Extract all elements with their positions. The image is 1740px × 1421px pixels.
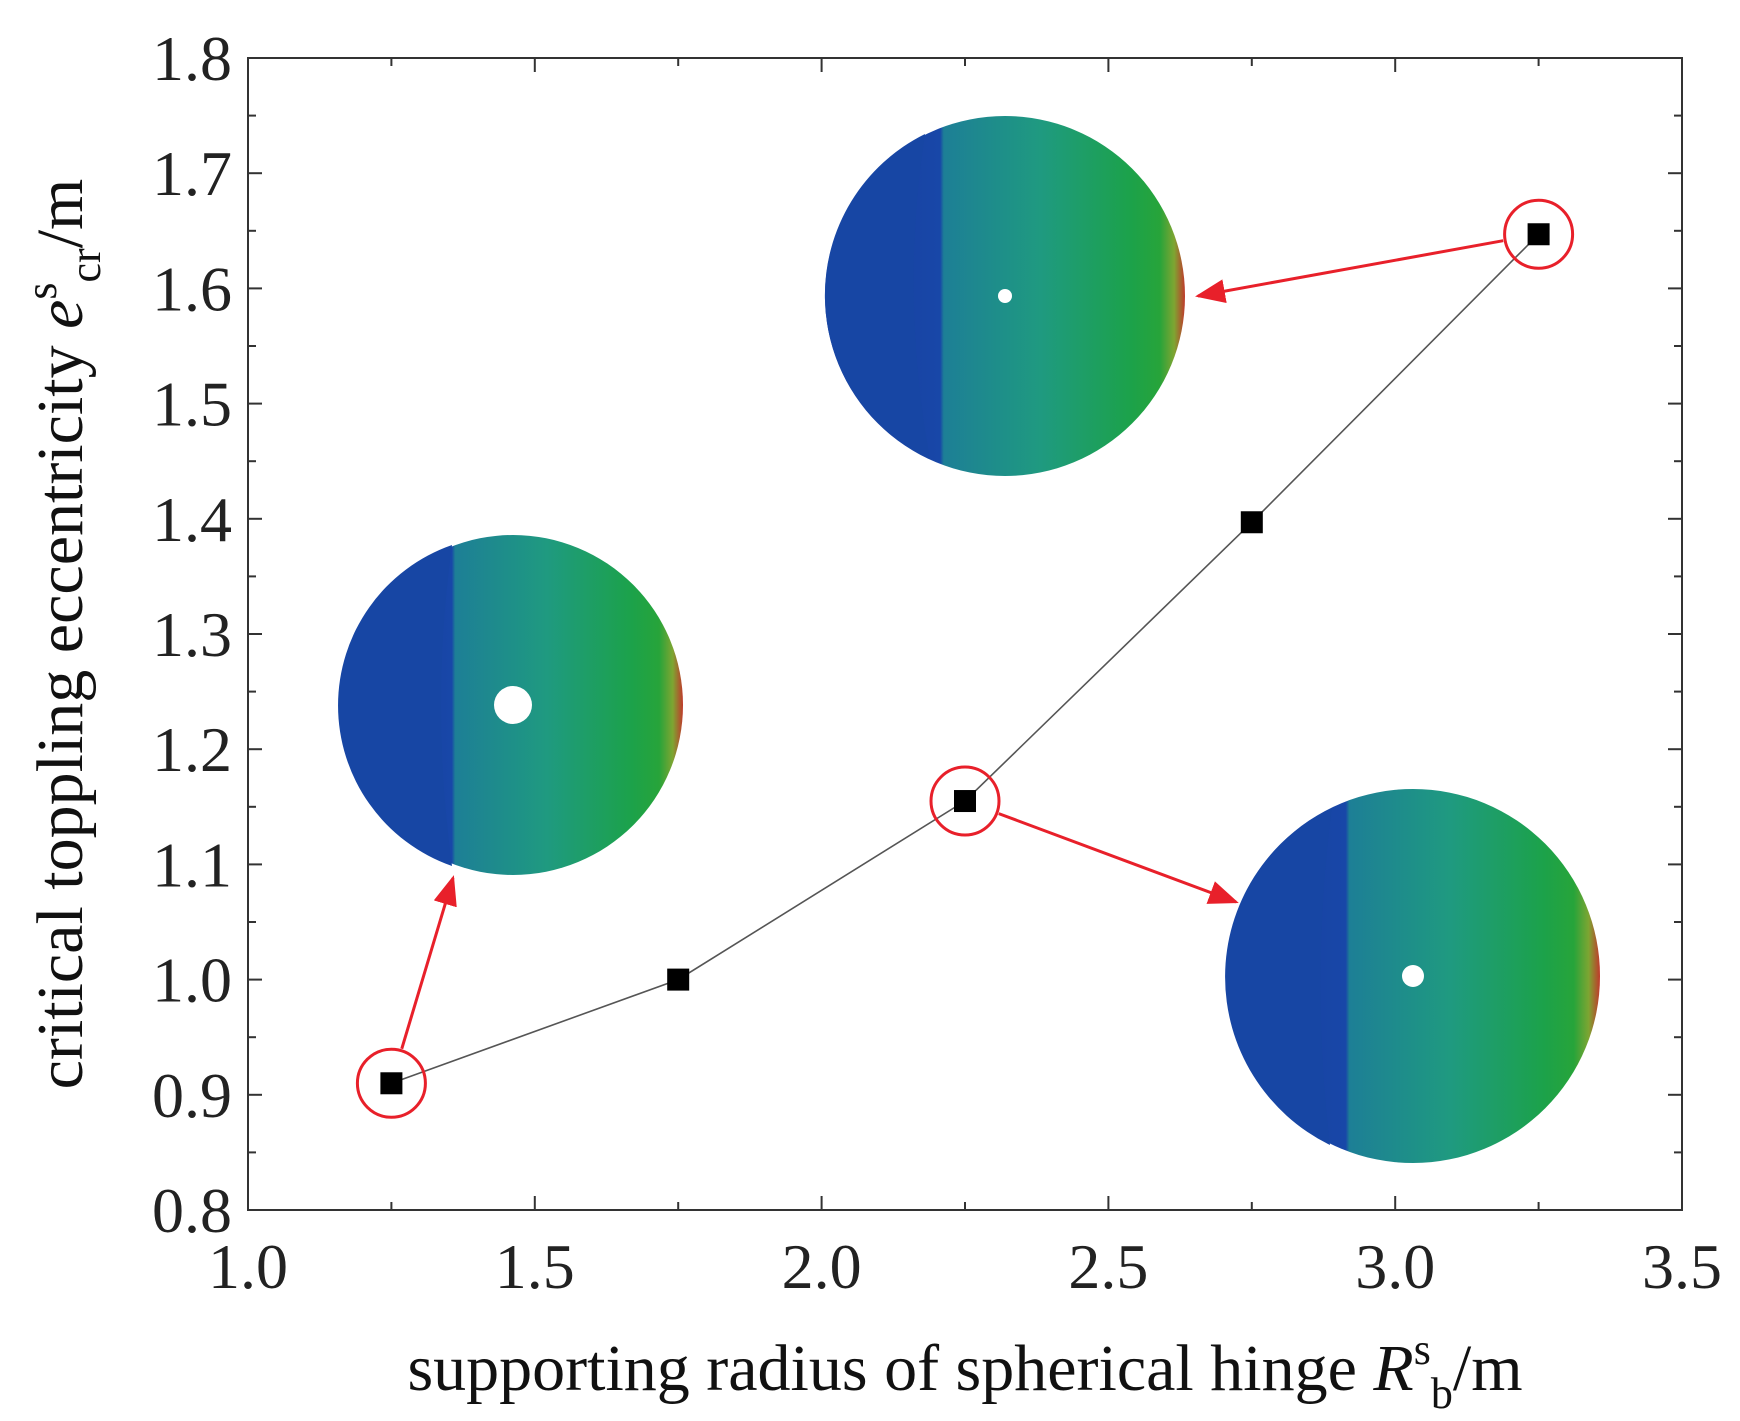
series-markers — [380, 223, 1550, 1095]
x-tick-label: 3.5 — [1642, 1231, 1722, 1302]
y-tick-label: 0.8 — [152, 1175, 232, 1246]
contour-disc-small — [338, 535, 683, 875]
contour-disc-medium — [824, 116, 1185, 476]
disc-hole-icon — [998, 289, 1012, 303]
y-tick-label: 1.4 — [152, 484, 232, 555]
y-tick-label: 1.0 — [152, 945, 232, 1016]
x-tick-label: 1.5 — [495, 1231, 575, 1302]
highlight-circle — [929, 765, 1001, 837]
callout-arrows — [400, 239, 1504, 1050]
x-axis-ticks: 1.0 1.5 2.0 2.5 3.0 3.5 — [208, 58, 1722, 1302]
x-tick-label: 3.0 — [1355, 1231, 1435, 1302]
arrow-to-disc-large — [1195, 239, 1504, 303]
data-point — [1527, 223, 1550, 246]
x-tick-label: 1.0 — [208, 1231, 288, 1302]
y-axis-ticks: 0.8 0.9 1.0 1.1 1.2 1.3 1.4 1.5 1.6 1.7 1.8 — [152, 23, 1682, 1246]
x-tick-label: 2.5 — [1068, 1231, 1148, 1302]
contour-insets — [338, 116, 1600, 1163]
disc-hole-icon — [1402, 965, 1424, 987]
highlight-circles — [355, 198, 1575, 1119]
highlight-circle — [1503, 198, 1575, 270]
data-point — [380, 1072, 403, 1095]
y-axis-title: critical toppling eccentricity escr/m — [17, 179, 110, 1090]
contour-disc-large — [1225, 789, 1600, 1163]
data-point — [667, 968, 690, 991]
disc-hole-icon — [494, 686, 532, 724]
y-tick-label: 0.9 — [152, 1060, 232, 1131]
highlight-circle — [355, 1047, 427, 1119]
data-point — [954, 790, 976, 813]
y-tick-label: 1.3 — [152, 599, 232, 670]
y-tick-label: 1.1 — [152, 829, 232, 900]
y-tick-label: 1.5 — [152, 369, 232, 440]
data-point — [1240, 511, 1263, 534]
arrow-to-disc-medium — [998, 812, 1239, 904]
arrow-to-disc-small — [400, 875, 457, 1050]
x-axis-title: supporting radius of spherical hinge Rsb… — [407, 1325, 1522, 1418]
y-tick-label: 1.6 — [152, 253, 232, 324]
y-tick-label: 1.2 — [152, 714, 232, 785]
y-tick-label: 1.8 — [152, 23, 232, 94]
y-tick-label: 1.7 — [152, 138, 232, 209]
x-tick-label: 2.0 — [782, 1231, 862, 1302]
